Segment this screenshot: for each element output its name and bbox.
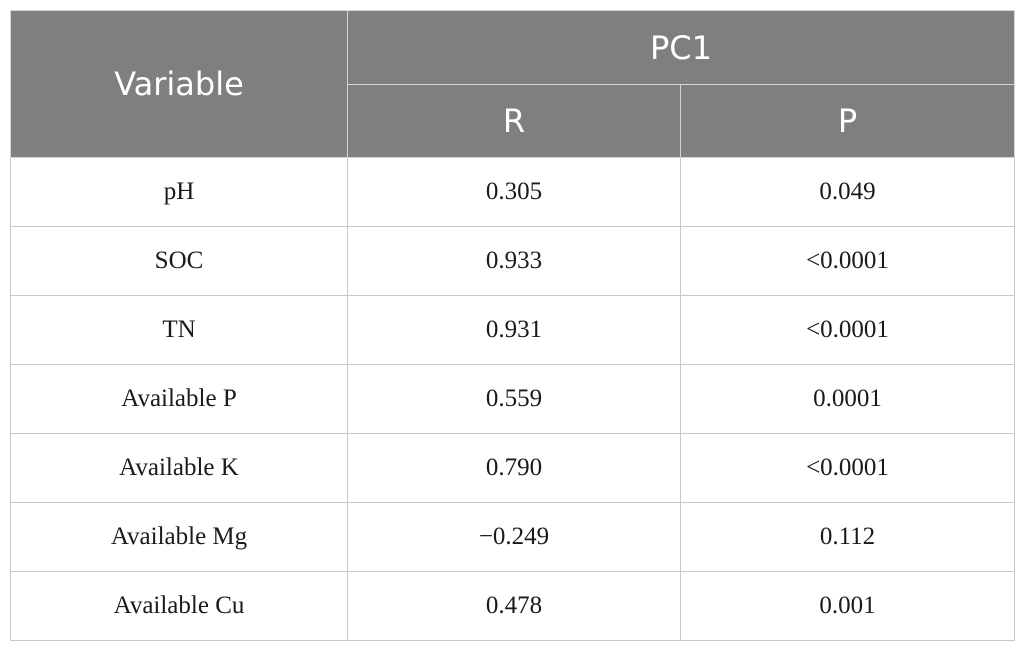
header-row-1: Variable PC1 [10,10,1015,158]
variable-cell: Available Cu [10,571,348,641]
p-value-cell: <0.0001 [680,295,1015,365]
table-row: TN 0.931 <0.0001 [10,295,1015,365]
variable-cell: Available K [10,433,348,503]
data-table-container: Variable PC1 R P pH 0.305 0.049 SOC 0.93… [10,10,1015,641]
table-body: pH 0.305 0.049 SOC 0.933 <0.0001 TN 0.93… [10,157,1015,641]
variable-cell: pH [10,157,348,227]
table-row: Available Mg −0.249 0.112 [10,502,1015,572]
r-value-cell: −0.249 [347,502,681,572]
p-column-header: P [680,84,1015,158]
pc1-group-header: PC1 [347,10,1015,85]
r-value-cell: 0.305 [347,157,681,227]
variable-column-header: Variable [10,10,348,158]
p-value-cell: 0.0001 [680,364,1015,434]
r-value-cell: 0.931 [347,295,681,365]
table-row: Available K 0.790 <0.0001 [10,433,1015,503]
p-value-cell: <0.0001 [680,226,1015,296]
p-value-cell: 0.001 [680,571,1015,641]
r-value-cell: 0.559 [347,364,681,434]
r-value-cell: 0.478 [347,571,681,641]
variable-cell: TN [10,295,348,365]
header-row-2: R P [11,84,1015,158]
table-row: Available P 0.559 0.0001 [10,364,1015,434]
variable-cell: SOC [10,226,348,296]
p-value-cell: 0.112 [680,502,1015,572]
table-row: Available Cu 0.478 0.001 [10,571,1015,641]
table-header: Variable PC1 R P [10,10,1015,158]
pc1-correlation-table: Variable PC1 R P pH 0.305 0.049 SOC 0.93… [10,10,1015,641]
p-value-cell: 0.049 [680,157,1015,227]
table-row: SOC 0.933 <0.0001 [10,226,1015,296]
r-value-cell: 0.790 [347,433,681,503]
variable-cell: Available P [10,364,348,434]
p-value-cell: <0.0001 [680,433,1015,503]
variable-cell: Available Mg [10,502,348,572]
r-column-header: R [347,84,681,158]
table-row: pH 0.305 0.049 [10,157,1015,227]
r-value-cell: 0.933 [347,226,681,296]
